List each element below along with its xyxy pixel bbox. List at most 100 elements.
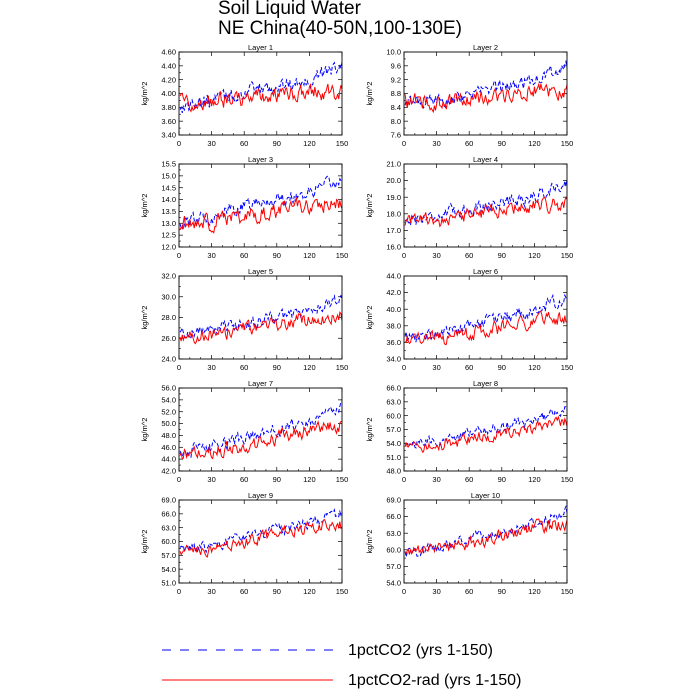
y-axis-label: kg/m^2 (140, 194, 149, 218)
y-tick-label: 13.0 (161, 219, 176, 228)
x-tick-label: 60 (240, 363, 248, 372)
panel-frame (178, 387, 343, 472)
y-tick-label: 42.0 (386, 288, 401, 297)
y-tick-label: 21.0 (386, 160, 401, 169)
chart-title: Soil Liquid Water (218, 0, 361, 19)
y-tick-label: 60.0 (161, 537, 176, 546)
panel-title: Layer 2 (473, 43, 498, 52)
x-tick-label: 30 (207, 139, 215, 148)
y-tick-label: 48.0 (386, 467, 401, 476)
y-tick-label: 54.0 (386, 439, 401, 448)
x-tick-label: 0 (402, 139, 406, 148)
y-tick-label: 44.0 (386, 272, 401, 281)
x-tick-label: 150 (336, 251, 349, 260)
y-tick-label: 60.0 (386, 545, 401, 554)
panel-title: Layer 6 (473, 267, 498, 276)
y-axis-label: kg/m^2 (365, 306, 374, 330)
y-tick-label: 38.0 (386, 321, 401, 330)
series-1pctco2-line (179, 400, 342, 458)
y-tick-label: 42.0 (161, 467, 176, 476)
series-1pctco2-rad-line (179, 310, 342, 345)
panel-title: Layer 7 (248, 379, 273, 388)
y-tick-label: 10.0 (386, 48, 401, 57)
x-tick-label: 90 (498, 475, 506, 484)
panel-layer-8: Layer 8 kg/m^2 48.0 51.0 54.0 57.0 60.0 63.0 66.… (365, 379, 573, 484)
series-1pctco2-rad-line (404, 518, 567, 555)
legend-label: 1pctCO2-rad (yrs 1-150) (348, 672, 521, 689)
x-tick-label: 120 (303, 475, 316, 484)
y-tick-label: 7.6 (391, 131, 401, 140)
panel-layer-2: Layer 2 kg/m^2 7.6 8.0 8.4 8.8 9.2 9.6 10.0 0 30 60… (365, 43, 573, 148)
x-tick-label: 90 (273, 475, 281, 484)
y-tick-label: 54.0 (161, 565, 176, 574)
y-axis-label: kg/m^2 (140, 530, 149, 554)
x-tick-label: 90 (273, 251, 281, 260)
x-tick-label: 150 (561, 139, 574, 148)
y-tick-label: 19.0 (386, 193, 401, 202)
y-tick-label: 57.0 (386, 425, 401, 434)
series-1pctco2-line (179, 61, 342, 114)
y-tick-label: 20.0 (386, 176, 401, 185)
y-axis-label: kg/m^2 (140, 82, 149, 106)
y-tick-label: 60.0 (386, 411, 401, 420)
x-tick-label: 120 (528, 587, 541, 596)
y-tick-label: 4.40 (161, 61, 176, 70)
x-tick-label: 0 (402, 587, 406, 596)
panel-frame (403, 499, 568, 584)
series-1pctco2-line (404, 504, 567, 557)
y-tick-label: 46.0 (161, 443, 176, 452)
x-tick-label: 60 (465, 475, 473, 484)
panel-frame (403, 275, 568, 360)
x-tick-label: 150 (561, 251, 574, 260)
y-tick-label: 52.0 (161, 407, 176, 416)
x-tick-label: 60 (465, 587, 473, 596)
panel-title: Layer 3 (248, 155, 273, 164)
x-tick-label: 60 (240, 587, 248, 596)
y-tick-label: 4.20 (161, 75, 176, 84)
y-tick-label: 54.0 (386, 579, 401, 588)
y-tick-label: 14.5 (161, 183, 176, 192)
y-tick-label: 32.0 (161, 272, 176, 281)
y-tick-label: 50.0 (161, 419, 176, 428)
y-tick-label: 57.0 (161, 551, 176, 560)
x-tick-label: 60 (465, 139, 473, 148)
y-tick-label: 36.0 (386, 338, 401, 347)
y-tick-label: 28.0 (161, 313, 176, 322)
x-tick-label: 90 (498, 587, 506, 596)
y-tick-label: 51.0 (161, 579, 176, 588)
y-tick-label: 44.0 (161, 455, 176, 464)
y-axis-label: kg/m^2 (365, 418, 374, 442)
y-tick-label: 17.0 (386, 226, 401, 235)
panel-layer-3: Layer 3 kg/m^2 12.0 12.5 13.0 13.5 14.0 14.5 15.… (140, 155, 348, 260)
chart-subtitle: NE China(40-50N,100-130E) (218, 18, 462, 39)
x-tick-label: 60 (465, 363, 473, 372)
y-tick-label: 3.80 (161, 103, 176, 112)
x-tick-label: 30 (207, 475, 215, 484)
panel-layer-6: Layer 6 kg/m^2 34.0 36.0 38.0 40.0 42.0 44.0 0 30… (365, 267, 573, 372)
panel-layer-4: Layer 4 kg/m^2 16.0 17.0 18.0 19.0 20.0 21.0 0 30… (365, 155, 573, 260)
y-tick-label: 18.0 (386, 209, 401, 218)
series-1pctco2-rad-line (404, 415, 567, 453)
series-1pctco2-rad-line (179, 518, 342, 558)
panel-title: Layer 4 (473, 155, 498, 164)
y-tick-label: 12.5 (161, 231, 176, 240)
panel-frame (178, 51, 343, 136)
series-1pctco2-line (179, 294, 342, 341)
x-tick-label: 30 (432, 139, 440, 148)
x-tick-label: 30 (432, 363, 440, 372)
y-tick-label: 51.0 (386, 453, 401, 462)
x-tick-label: 60 (465, 251, 473, 260)
series-1pctco2-line (404, 406, 567, 449)
y-tick-label: 9.6 (391, 61, 401, 70)
x-tick-label: 0 (177, 475, 181, 484)
x-tick-label: 30 (207, 251, 215, 260)
y-tick-label: 14.0 (161, 195, 176, 204)
panel-title: Layer 9 (248, 491, 273, 500)
series-1pctco2-rad-line (404, 310, 567, 346)
y-tick-label: 8.0 (391, 117, 401, 126)
y-tick-label: 69.0 (161, 496, 176, 505)
y-tick-label: 66.0 (386, 512, 401, 521)
x-tick-label: 30 (432, 475, 440, 484)
x-tick-label: 150 (561, 587, 574, 596)
x-tick-label: 150 (336, 139, 349, 148)
